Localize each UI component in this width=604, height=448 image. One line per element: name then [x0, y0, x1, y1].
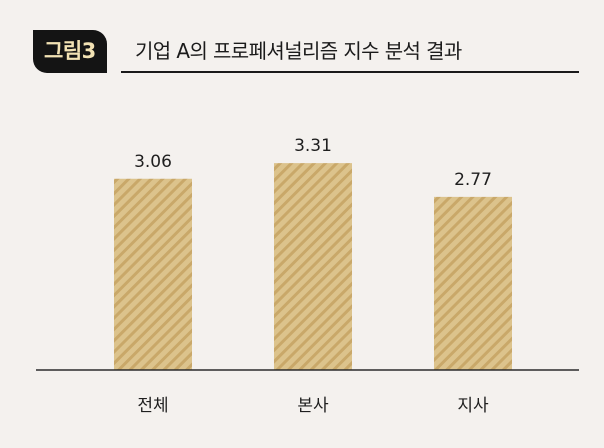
bars-group	[114, 163, 512, 370]
data-label-2: 3.31	[294, 136, 332, 156]
figure-title: 기업 A의 프로페셔널리즘 지수 분석 결과	[135, 39, 462, 63]
data-label-1: 3.06	[134, 152, 172, 172]
category-label-2: 본사	[297, 396, 329, 416]
bar-2	[274, 163, 352, 370]
bar-1	[114, 178, 192, 370]
header-rule	[121, 71, 579, 73]
figure-number-badge: 그림3	[33, 30, 107, 73]
labels-group: 3.06 전체 3.31 본사 2.77 지사	[134, 136, 492, 416]
category-label-3: 지사	[457, 396, 489, 416]
figure-header: 그림3 기업 A의 프로페셔널리즘 지수 분석 결과	[33, 30, 579, 73]
bar-3	[434, 196, 512, 370]
category-label-1: 전체	[137, 396, 168, 416]
data-label-3: 2.77	[454, 170, 492, 190]
